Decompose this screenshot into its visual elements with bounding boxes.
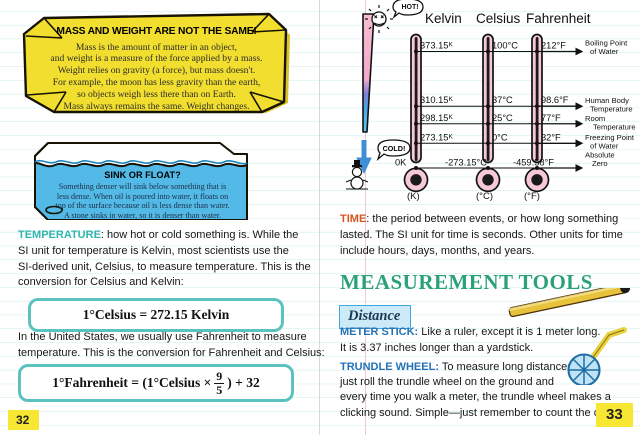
svg-text:Celsius: Celsius bbox=[476, 11, 521, 26]
svg-text:77°F: 77°F bbox=[541, 113, 561, 123]
svg-text:-273.15°C: -273.15°C bbox=[445, 158, 487, 168]
svg-text:Temperature: Temperature bbox=[590, 105, 633, 114]
svg-text:COLD!: COLD! bbox=[383, 144, 406, 153]
svg-text:(°F): (°F) bbox=[524, 191, 540, 202]
svg-text:(K): (K) bbox=[407, 191, 420, 202]
svg-text:Zero: Zero bbox=[592, 159, 608, 168]
svg-text:0°C: 0°C bbox=[492, 132, 508, 142]
svg-text:of Water: of Water bbox=[590, 47, 619, 56]
svg-text:HOT!: HOT! bbox=[401, 4, 418, 11]
svg-text:of Water: of Water bbox=[590, 142, 619, 151]
svg-text:37°C: 37°C bbox=[492, 95, 513, 105]
svg-text:98.6°F: 98.6°F bbox=[541, 95, 569, 105]
svg-text:0K: 0K bbox=[395, 158, 407, 168]
svg-text:373.15K: 373.15K bbox=[420, 41, 453, 51]
svg-text:100°C: 100°C bbox=[492, 41, 518, 51]
svg-text:(°C): (°C) bbox=[476, 191, 493, 202]
svg-text:298.15K: 298.15K bbox=[420, 113, 453, 123]
svg-text:-459.58°F: -459.58°F bbox=[513, 158, 554, 168]
svg-text:Fahrenheit: Fahrenheit bbox=[526, 11, 591, 26]
svg-text:273.15K: 273.15K bbox=[420, 132, 453, 142]
svg-text:212°F: 212°F bbox=[541, 41, 566, 51]
svg-text:310.15K: 310.15K bbox=[420, 95, 453, 105]
svg-text:Kelvin: Kelvin bbox=[425, 11, 462, 26]
svg-text:Temperature: Temperature bbox=[593, 123, 636, 132]
svg-text:32°F: 32°F bbox=[541, 132, 561, 142]
svg-text:25°C: 25°C bbox=[492, 113, 513, 123]
